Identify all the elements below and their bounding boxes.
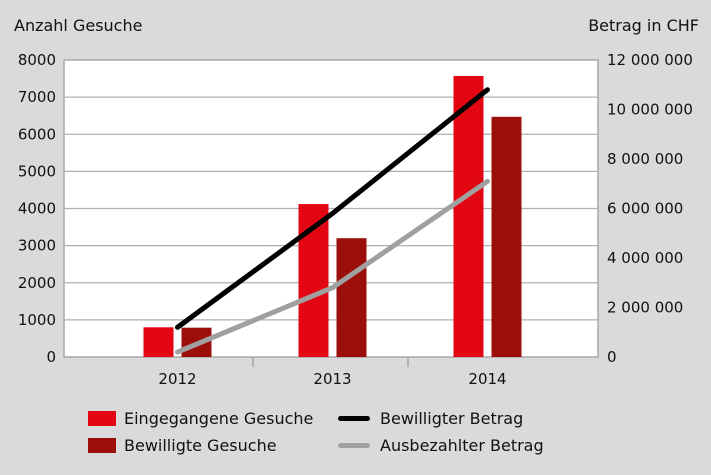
line-series <box>175 178 490 355</box>
right-tick-label: 12 000 000 <box>607 51 693 69</box>
left-tick-label: 4000 <box>18 200 56 218</box>
right-axis-title: Betrag in CHF <box>588 16 699 35</box>
x-tick-label: 2012 <box>158 370 196 388</box>
left-tick-label: 7000 <box>18 88 56 106</box>
bar <box>143 327 174 357</box>
right-tick-label: 2 000 000 <box>607 299 683 317</box>
left-axis-title: Anzahl Gesuche <box>14 16 143 35</box>
left-tick-label: 5000 <box>18 162 56 180</box>
legend-item-bewilligte: Bewilligte Gesuche <box>88 436 277 455</box>
legend-label: Bewilligte Gesuche <box>124 436 277 455</box>
legend-item-ausbezahlter-betrag: Ausbezahlter Betrag <box>338 436 544 455</box>
left-tick-label: 2000 <box>18 274 56 292</box>
legend-line-icon <box>338 443 370 448</box>
x-tick-label: 2013 <box>313 370 351 388</box>
legend-item-eingegangene: Eingegangene Gesuche <box>88 409 313 428</box>
legend-item-bewilligter-betrag: Bewilligter Betrag <box>338 409 523 428</box>
left-tick-label: 0 <box>46 348 56 366</box>
left-tick-label: 3000 <box>18 237 56 255</box>
line-series <box>175 87 490 330</box>
legend-line-icon <box>338 416 370 421</box>
right-tick-label: 6 000 000 <box>607 200 683 218</box>
legend-label: Eingegangene Gesuche <box>124 409 314 428</box>
left-tick-label: 8000 <box>18 51 56 69</box>
left-tick-label: 6000 <box>18 125 56 143</box>
bar <box>491 116 522 358</box>
right-tick-label: 10 000 000 <box>607 101 693 119</box>
legend-swatch-icon <box>88 411 116 426</box>
bar <box>336 238 367 357</box>
right-tick-label: 0 <box>607 348 617 366</box>
legend-label: Bewilligter Betrag <box>380 409 524 428</box>
left-tick-label: 1000 <box>18 311 56 329</box>
right-tick-label: 4 000 000 <box>607 249 683 267</box>
x-tick-label: 2014 <box>468 370 506 388</box>
legend-swatch-icon <box>88 438 116 453</box>
bar <box>453 75 484 358</box>
right-tick-label: 8 000 000 <box>607 150 683 168</box>
legend-label: Ausbezahlter Betrag <box>380 436 544 455</box>
